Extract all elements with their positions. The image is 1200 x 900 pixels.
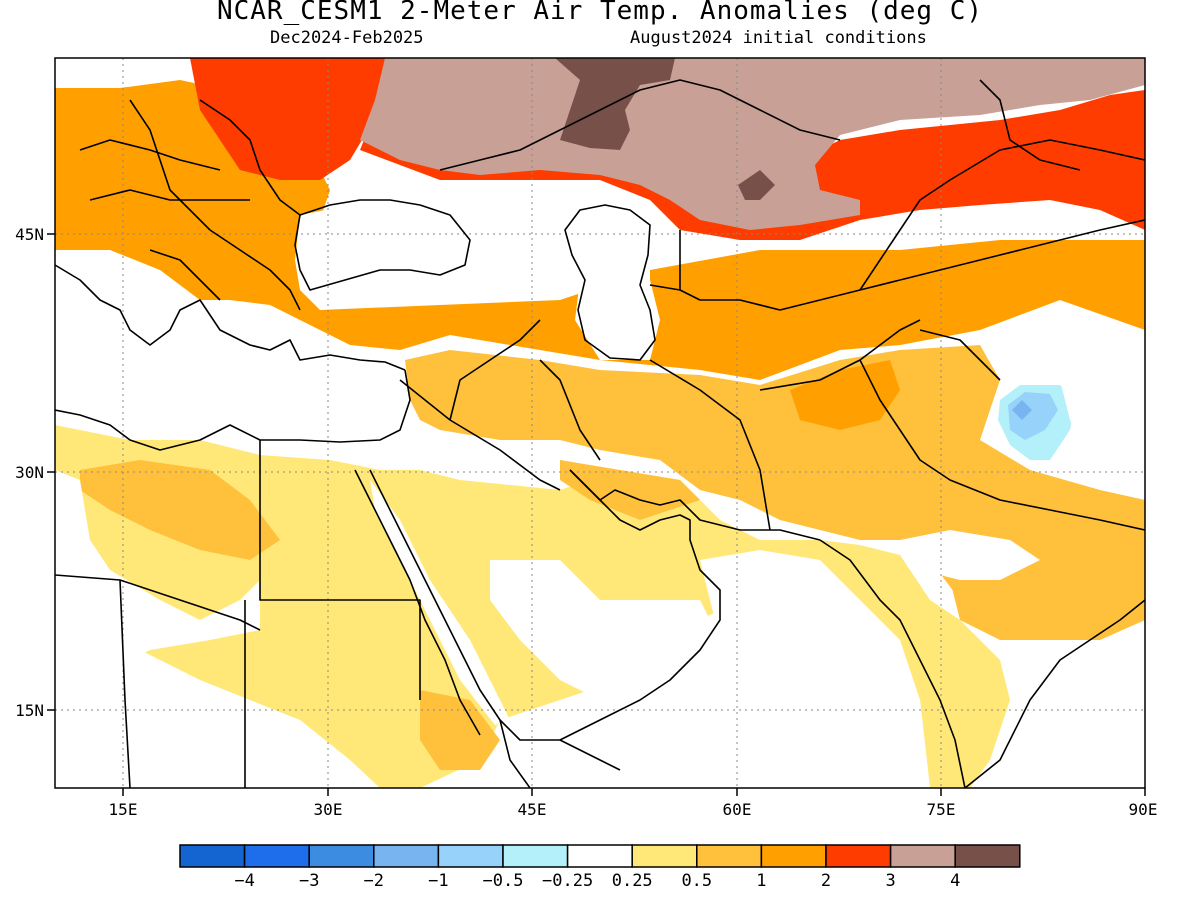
- anomaly-region-mauve: [360, 58, 1145, 230]
- anomaly-region-red-band: [190, 58, 1145, 240]
- lon-tick-label: 30E: [314, 800, 343, 819]
- colorbar-swatch: [631, 844, 698, 868]
- colorbar-label: 3: [885, 871, 895, 891]
- black-sea: [295, 200, 470, 290]
- anomaly-region-gulf-orange: [560, 460, 700, 520]
- colorbar-swatch: [308, 844, 375, 868]
- lon-tick-label: 15E: [109, 800, 138, 819]
- colorbar-swatch: [566, 844, 633, 868]
- caspian-sea: [565, 205, 660, 360]
- colorbar-swatch: [243, 844, 310, 868]
- colorbar-label: −3: [299, 871, 319, 891]
- neutral-region-tibet: [1060, 370, 1145, 470]
- colorbar-label: 4: [950, 871, 960, 891]
- anomaly-region-india: [950, 570, 1080, 640]
- anomaly-region-dark-brown-2: [738, 170, 775, 200]
- colorbar-swatch: [889, 844, 956, 868]
- anomaly-shading: [55, 58, 1145, 788]
- anomaly-region-africa-orange: [80, 460, 280, 560]
- colorbar-swatch: [373, 844, 440, 868]
- anomaly-region-europe: [55, 80, 1145, 380]
- colorbar-swatch: [437, 844, 504, 868]
- colorbar-label: 2: [821, 871, 831, 891]
- colorbar-swatch: [760, 844, 827, 868]
- lon-tick-label: 90E: [1129, 800, 1158, 819]
- map-frame: [54, 57, 1146, 789]
- anomaly-region-afghanistan: [790, 360, 900, 430]
- colorbar-swatch: [954, 844, 1021, 868]
- colorbar-swatch: [696, 844, 763, 868]
- neutral-region-sahara: [55, 470, 260, 700]
- neutral-region-south: [55, 690, 380, 788]
- lat-tick-label: 30N: [15, 463, 44, 482]
- anomaly-region-dark-brown: [555, 58, 675, 150]
- colorbar-label: 0.5: [681, 871, 712, 891]
- colorbar-swatch: [179, 844, 246, 868]
- lat-tick-label: 45N: [15, 225, 44, 244]
- colorbar-label: −4: [234, 871, 254, 891]
- lon-tick-label: 45E: [518, 800, 547, 819]
- neutral-region-indian-ocean: [700, 550, 930, 788]
- colorbar: −4 −3 −2 −1 −0.5 −0.25 0.25 0.5 1 2 3 4: [179, 844, 1021, 891]
- anomaly-region-red-europe: [190, 58, 385, 180]
- colorbar-swatch: [825, 844, 892, 868]
- neutral-region-india-central: [900, 530, 1040, 580]
- anomaly-region-cold-core: [1012, 400, 1032, 420]
- initial-conditions: August2024 initial conditions: [630, 28, 927, 48]
- mediterranean-sea: [55, 270, 410, 440]
- colorbar-label: −1: [428, 871, 448, 891]
- lat-tick-label: 15N: [15, 701, 44, 720]
- lat-lon-grid: [55, 58, 1145, 788]
- colorbar-label: −0.25: [542, 871, 593, 891]
- colorbar-swatch: [502, 844, 569, 868]
- colorbar-label: −0.5: [483, 871, 524, 891]
- colorbar-label: −2: [364, 871, 384, 891]
- lon-tick-label: 75E: [927, 800, 956, 819]
- lat-tick-labels: 45N 30N 15N: [15, 225, 44, 720]
- colorbar-label: 0.25: [612, 871, 653, 891]
- lon-tick-label: 60E: [723, 800, 752, 819]
- tick-marks: [47, 233, 1146, 796]
- lon-tick-labels: 15E 30E 45E 60E 75E 90E: [109, 800, 1158, 819]
- coastlines: [55, 79, 1145, 788]
- neutral-region-arabia: [490, 560, 720, 700]
- forecast-period: Dec2024-Feb2025: [270, 28, 424, 48]
- map-title: NCAR_CESM1 2-Meter Air Temp. Anomalies (…: [216, 0, 984, 26]
- colorbar-label: 1: [756, 871, 766, 891]
